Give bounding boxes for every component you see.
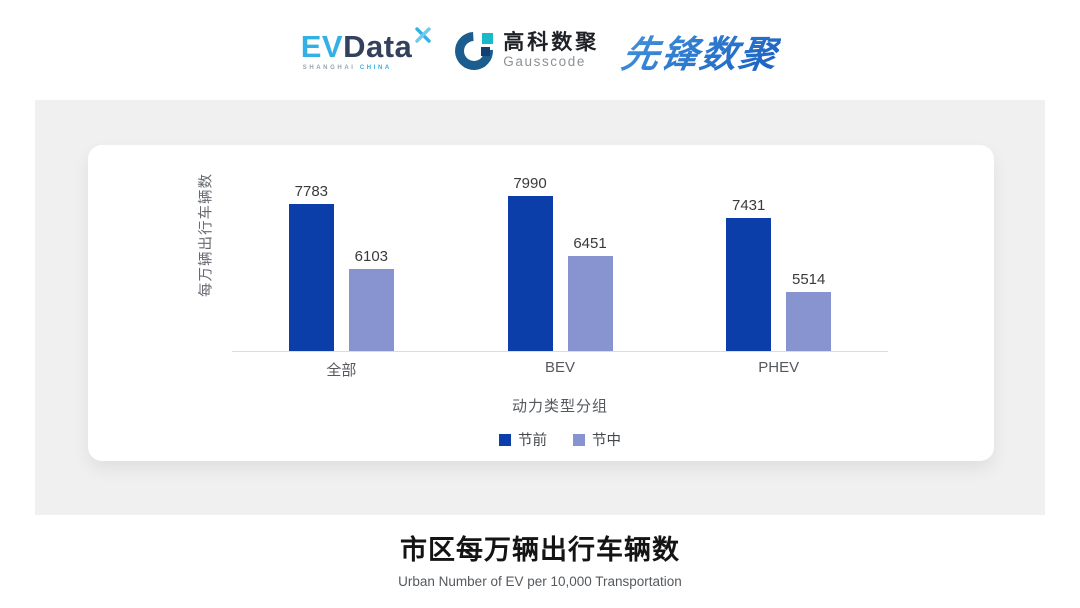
legend-swatch-icon [573,433,585,446]
bar-节前-BEV [507,196,553,351]
x-axis-title: 动力类型分组 [511,398,608,415]
bar-value-label: 5514 [791,271,826,288]
legend-item-节前: 节前 [499,429,547,450]
evdata-wordmark: EVData [300,27,431,64]
chart-title: 市区每万辆出行车辆数 [400,535,680,565]
bar-value-label: 6103 [354,248,389,265]
category-label-全部: 全部 [326,362,357,379]
footer: 市区每万辆出行车辆数 Urban Number of EV per 10,000… [0,528,1080,589]
bar-节前-全部 [288,204,334,351]
bar-column: 7990 [507,175,553,351]
evdata-subtext: SHANGHAI CHINA [301,65,392,71]
chart-panel: 每万辆出行车辆数 7783 6103 7990 6451 7431 5514 全部 BEV P… [35,100,1045,515]
gausscode-logo: 高科数聚 Gausscode [447,24,599,78]
legend: 节前 节中 [232,429,888,450]
gausscode-teal-square [482,33,494,44]
header-logos: EVData SHANGHAI CHINA 高科数聚 Gausscode 先锋数… [0,14,1080,88]
bar-group-全部: 7783 6103 [232,145,451,351]
gausscode-text: 高科数聚 Gausscode [503,32,599,69]
bar-column: 5514 [786,271,832,351]
chart-card: 每万辆出行车辆数 7783 6103 7990 6451 7431 5514 全部 BEV P… [88,145,994,461]
evdata-ev-text: EV [300,29,344,64]
chart-subtitle: Urban Number of EV per 10,000 Transporta… [398,574,682,589]
gausscode-cn-text: 高科数聚 [503,31,600,55]
bar-column: 7431 [726,197,772,351]
legend-swatch-icon [499,433,511,446]
bar-节前-PHEV [726,218,772,351]
gausscode-en-text: Gausscode [503,54,586,70]
bar-value-label: 7990 [513,175,547,192]
evdata-logo: EVData SHANGHAI CHINA [300,27,431,71]
evdata-data-text: Data [343,29,413,64]
bar-column: 6103 [348,248,394,351]
bar-column: 7783 [288,183,334,351]
plot-area: 7783 6103 7990 6451 7431 5514 [232,145,888,352]
legend-label: 节前 [518,433,547,449]
bar-group-PHEV: 7431 5514 [669,145,888,351]
gausscode-g-icon [447,24,502,78]
category-label-PHEV: PHEV [758,359,800,376]
bar-value-label: 6451 [573,235,607,252]
bar-group-BEV: 7990 6451 [451,145,670,351]
bar-value-label: 7431 [731,197,766,214]
bar-column: 6451 [567,235,613,351]
x-axis-category-labels: 全部 BEV PHEV [232,352,888,380]
gausscode-navy-square [481,47,491,56]
bar-节中-PHEV [786,292,832,351]
bar-节中-全部 [348,269,394,351]
category-label-BEV: BEV [545,359,576,376]
legend-label: 节中 [592,433,621,449]
y-axis-label: 每万辆出行车辆数 [198,173,215,297]
bar-节中-BEV [567,256,613,351]
bar-value-label: 7783 [294,183,329,200]
evdata-china-text: CHINA [359,65,392,71]
evdata-x-icon [414,18,432,49]
legend-item-节中: 节中 [573,429,621,450]
evdata-shanghai-text: SHANGHAI [302,65,356,71]
pioneer-data-logo: 先锋数聚 [619,24,785,78]
plot-wrap: 7783 6103 7990 6451 7431 5514 全部 BEV PHEV 动力类型分… [232,145,888,450]
